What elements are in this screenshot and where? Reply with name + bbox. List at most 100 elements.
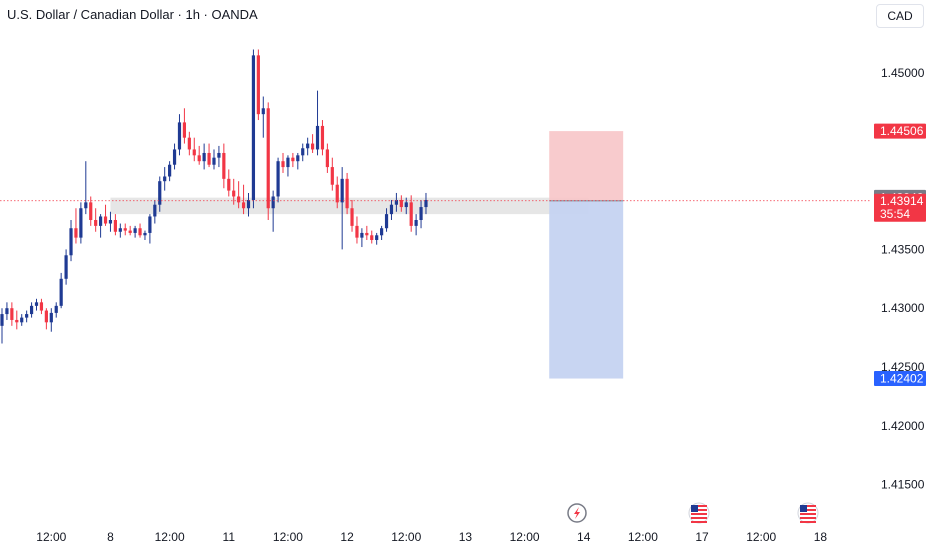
candle bbox=[340, 167, 344, 250]
candle bbox=[64, 249, 68, 285]
candle bbox=[355, 216, 359, 244]
candle bbox=[212, 149, 216, 170]
price-label-text: 1.44506 bbox=[880, 124, 924, 138]
supply-zone bbox=[110, 197, 589, 215]
us-flag-icon-stripe bbox=[691, 505, 707, 507]
candle-body bbox=[276, 161, 280, 197]
candle bbox=[153, 200, 157, 224]
candle bbox=[113, 214, 117, 236]
candle-body bbox=[128, 230, 132, 233]
candle bbox=[345, 172, 349, 215]
candle bbox=[384, 208, 389, 232]
candle-body bbox=[25, 314, 29, 318]
candle-body bbox=[345, 178, 349, 209]
price-label-bg bbox=[874, 193, 926, 222]
us-flag-icon-canton bbox=[800, 505, 807, 512]
event-icons-layer[interactable] bbox=[567, 502, 819, 524]
candle-body bbox=[20, 317, 24, 323]
candle bbox=[29, 302, 34, 318]
candle bbox=[202, 143, 206, 170]
chart-title: U.S. Dollar / Canadian Dollar · 1h · OAN… bbox=[7, 7, 258, 22]
candle-body bbox=[296, 155, 300, 162]
us-flag-icon[interactable] bbox=[797, 502, 819, 524]
candle bbox=[69, 220, 73, 262]
price-tick-label: 1.42000 bbox=[881, 419, 925, 433]
candle-body bbox=[335, 184, 339, 203]
candle bbox=[256, 49, 260, 121]
candle-body bbox=[212, 157, 216, 165]
candle-body bbox=[286, 157, 290, 168]
take-profit-area[interactable] bbox=[549, 200, 624, 379]
candle-body bbox=[256, 55, 260, 115]
us-flag-icon[interactable] bbox=[688, 502, 710, 524]
candle-body bbox=[306, 143, 310, 149]
candle-body bbox=[404, 202, 408, 208]
candle bbox=[172, 143, 177, 170]
candle-body bbox=[79, 208, 83, 238]
time-tick-label: 17 bbox=[695, 530, 709, 544]
candle-body bbox=[10, 308, 14, 320]
candle-body bbox=[202, 152, 206, 162]
us-flag-icon-stripe bbox=[691, 513, 707, 515]
candle-body bbox=[177, 122, 182, 150]
candle bbox=[89, 196, 93, 226]
us-flag-icon-stripe bbox=[800, 505, 816, 507]
price-label-text: 1.43914 bbox=[880, 194, 924, 208]
time-tick-label: 13 bbox=[459, 530, 473, 544]
candle bbox=[20, 314, 24, 326]
candle bbox=[197, 145, 201, 165]
candle bbox=[320, 120, 325, 156]
time-tick-label: 12:00 bbox=[273, 530, 303, 544]
candle-body bbox=[74, 228, 78, 238]
candle-body bbox=[207, 152, 211, 165]
candle bbox=[310, 134, 315, 153]
candle-body bbox=[34, 302, 39, 306]
candle bbox=[158, 176, 162, 212]
candle-body bbox=[394, 200, 398, 205]
candle-body bbox=[143, 232, 147, 236]
candle bbox=[138, 223, 142, 238]
us-flag-icon-stripe bbox=[691, 509, 707, 511]
candle bbox=[10, 302, 14, 326]
candle bbox=[49, 308, 53, 332]
us-flag-icon-stripe bbox=[691, 517, 707, 519]
candle-body bbox=[380, 228, 384, 236]
candle bbox=[118, 223, 122, 238]
candle-body bbox=[168, 164, 172, 177]
us-flag-icon-stripe bbox=[800, 521, 816, 523]
time-tick-label: 12:00 bbox=[391, 530, 421, 544]
candle-body bbox=[414, 220, 418, 226]
candle bbox=[365, 225, 369, 240]
time-tick-label: 12:00 bbox=[628, 530, 658, 544]
candle bbox=[399, 195, 403, 212]
position-tool-layer[interactable] bbox=[549, 131, 624, 379]
candle-body bbox=[330, 167, 334, 185]
flash-event-icon[interactable] bbox=[567, 503, 587, 523]
time-axis[interactable]: 712:00812:001112:001212:001312:001412:00… bbox=[0, 530, 827, 544]
candle bbox=[237, 181, 241, 209]
candle-body bbox=[222, 152, 226, 179]
candle bbox=[360, 228, 364, 248]
candle bbox=[227, 169, 231, 197]
candle bbox=[94, 208, 98, 232]
us-flag-icon-stripe bbox=[800, 509, 816, 511]
candle bbox=[241, 184, 246, 215]
candle bbox=[5, 302, 9, 320]
candle-body bbox=[99, 216, 103, 226]
candle bbox=[419, 200, 423, 229]
candle-body bbox=[424, 200, 428, 208]
currency-button[interactable]: CAD bbox=[876, 4, 924, 28]
candle bbox=[168, 161, 172, 182]
candle-body bbox=[49, 312, 53, 323]
candle bbox=[79, 202, 83, 244]
flash-event-icon-bolt bbox=[574, 507, 580, 519]
stop-loss-area[interactable] bbox=[549, 131, 624, 201]
candle bbox=[291, 152, 295, 168]
candle-body bbox=[281, 161, 285, 168]
time-tick-label: 11 bbox=[223, 530, 236, 544]
candle bbox=[54, 302, 58, 318]
candle-body bbox=[227, 178, 231, 191]
candle bbox=[306, 137, 310, 156]
